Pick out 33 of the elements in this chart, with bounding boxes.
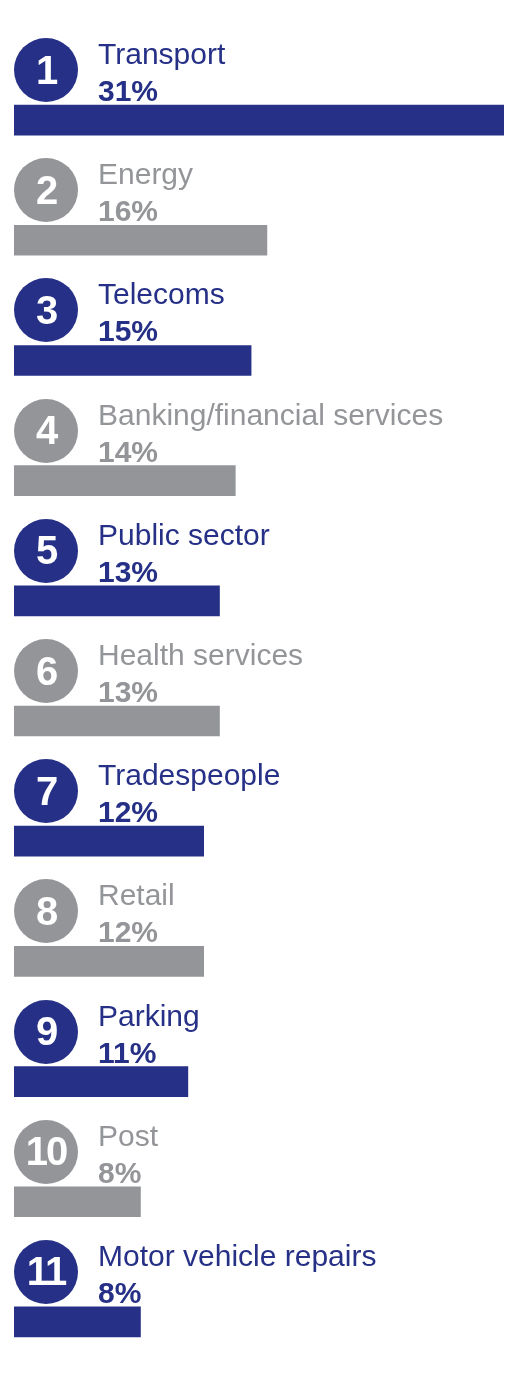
number-badge: 3 [14, 278, 78, 343]
data-label: 16% [98, 194, 159, 228]
data-label: 12% [98, 795, 159, 829]
y-tick-label: Banking/financial services [98, 397, 444, 431]
y-tick-label: Energy [98, 157, 194, 191]
y-tick-label: Tradespeople [98, 758, 281, 792]
y-tick-label: Telecoms [98, 277, 225, 311]
number-badge: 5 [14, 518, 78, 583]
y-tick-label: Public sector [98, 517, 270, 551]
data-label: 12% [98, 915, 159, 949]
number-badge: 9 [14, 999, 78, 1064]
y-tick-label: Parking [98, 998, 200, 1032]
number-badge: 4 [14, 398, 78, 463]
number-badge: 7 [14, 759, 78, 824]
number-badge: 11 [14, 1239, 78, 1304]
data-label: 13% [98, 675, 159, 708]
y-tick-label: Health services [98, 638, 304, 671]
y-tick-label: Retail [98, 878, 175, 912]
number-badge: 6 [14, 639, 78, 703]
data-label: 14% [98, 434, 159, 468]
data-label: 11% [98, 1035, 157, 1069]
number-badge: 2 [14, 158, 78, 223]
data-label: 8% [98, 1155, 142, 1189]
data-label: 31% [98, 74, 159, 108]
y-tick-label: Post [98, 1118, 159, 1152]
number-badge: 8 [14, 879, 78, 944]
y-tick-label: Transport [98, 37, 226, 71]
data-label: 15% [98, 314, 159, 348]
number-badge: 10 [14, 1119, 78, 1184]
data-label: 8% [98, 1275, 142, 1309]
number-badge: 1 [14, 38, 78, 103]
y-tick-label: Motor vehicle repairs [98, 1238, 377, 1272]
data-label: 13% [98, 554, 159, 588]
